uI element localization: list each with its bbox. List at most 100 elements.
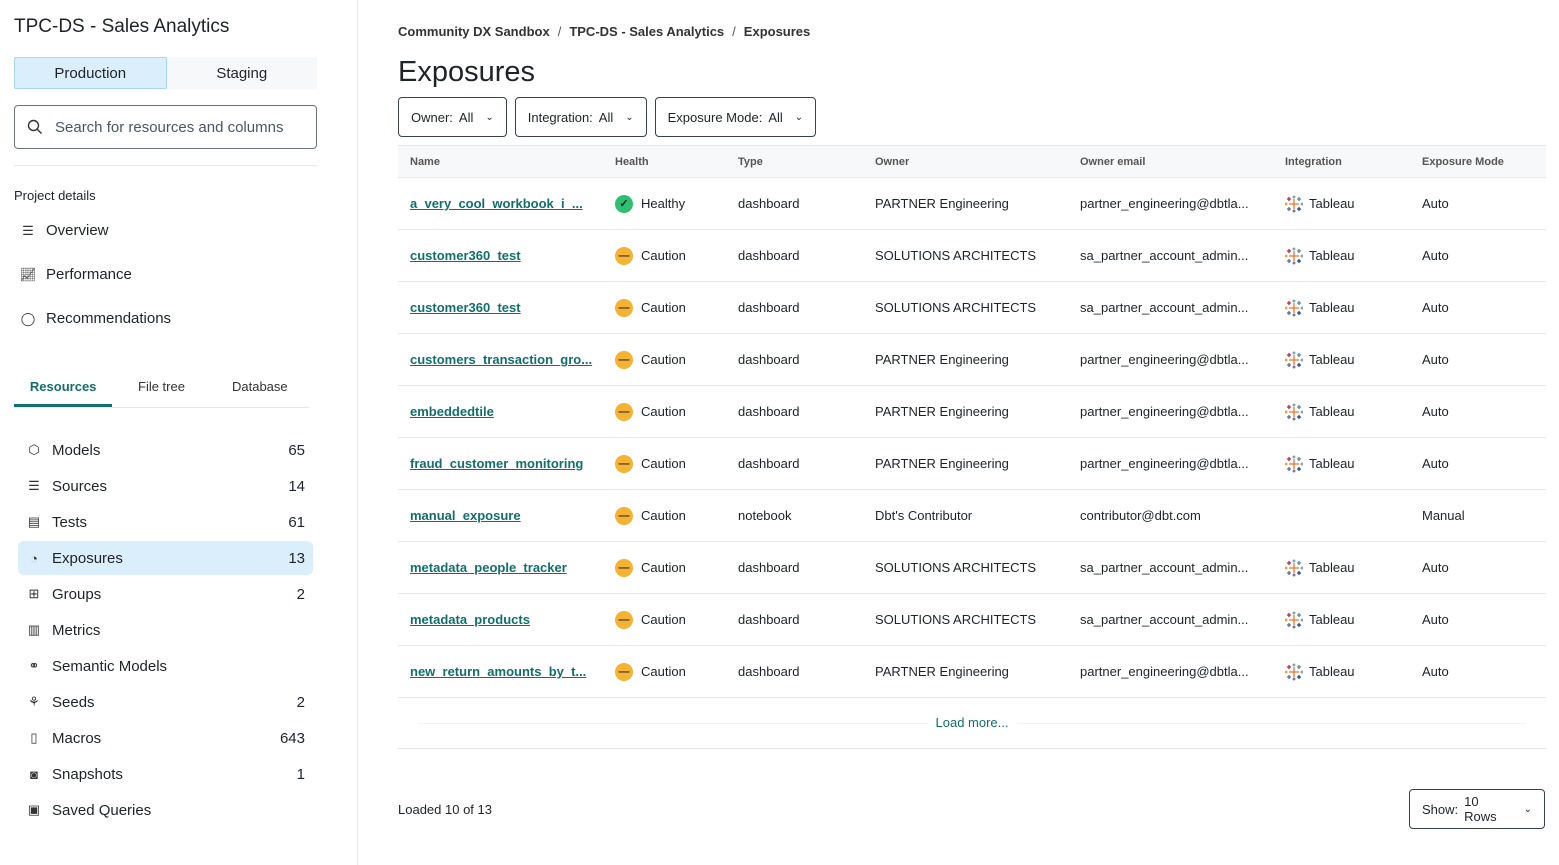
breadcrumb-item[interactable]: Community DX Sandbox [398,24,550,39]
health-status: Caution [641,664,686,679]
column-header[interactable]: Health [603,145,726,178]
resource-count: 14 [288,477,305,495]
owner-cell: PARTNER Engineering [863,333,1068,386]
chevron-down-icon: ⌄ [794,111,804,123]
type-cell: dashboard [726,593,863,646]
resource-item-exposures[interactable]: ◔ Exposures 13 [18,541,313,575]
resource-item-macros[interactable]: ▯ Macros 643 [18,721,313,755]
column-header[interactable]: Name [398,145,603,178]
health-cell: — Caution [603,229,726,282]
table-row[interactable]: new_return_amounts_by_t... — Caution dash… [398,645,1546,698]
health-status: Caution [641,300,686,315]
table-row[interactable]: customer360_test — Caution dashboard SOLU… [398,229,1546,282]
integration-name: Tableau [1309,404,1355,419]
nav-recommendations[interactable]: ◯ Recommendations [20,310,171,327]
owner-email-cell: sa_partner_account_admin... [1068,593,1273,646]
integration-name: Tableau [1309,456,1355,471]
load-more-row: Load more... [398,697,1546,749]
exposure-link[interactable]: embeddedtile [410,404,494,419]
exposure-mode-cell: Manual [1410,489,1546,542]
health-cell: — Caution [603,385,726,438]
tableau-icon [1285,455,1303,472]
integration-filter[interactable]: Integration: All ⌄ [514,97,647,137]
owner-cell: Dbt's Contributor [863,489,1068,542]
breadcrumb-item[interactable]: TPC-DS - Sales Analytics [569,24,725,39]
resource-item-tests[interactable]: ▤ Tests 61 [18,505,313,539]
tableau-icon [1285,403,1303,420]
table-row[interactable]: fraud_customer_monitoring — Caution dashb… [398,437,1546,490]
gauge-icon: ◔ [30,550,38,566]
column-header[interactable]: Type [726,145,863,178]
table-row[interactable]: embeddedtile — Caution dashboard PARTNER … [398,385,1546,438]
env-staging-button[interactable]: Staging [216,64,268,82]
resource-item-models[interactable]: ⬡ Models 65 [18,433,313,467]
type-cell: dashboard [726,645,863,698]
load-more-button[interactable]: Load more... [927,715,1017,730]
tab-file-tree[interactable]: File tree [138,379,185,394]
type-cell: dashboard [726,333,863,386]
column-header[interactable]: Owner [863,145,1068,178]
exposure-mode-filter[interactable]: Exposure Mode: All ⌄ [654,97,817,137]
caution-badge-icon: — [615,662,633,681]
health-cell: — Caution [603,645,726,698]
name-cell: embeddedtile [398,385,603,438]
table-row[interactable]: metadata_people_tracker — Caution dashboa… [398,541,1546,594]
resource-item-saved-queries[interactable]: ▣ Saved Queries [18,793,313,827]
rows-per-page-select[interactable]: Show: 10 Rows ⌄ [1409,789,1545,829]
nav-performance[interactable]: 📈︎ Performance [20,266,132,283]
exposure-link[interactable]: fraud_customer_monitoring [410,456,584,471]
resource-item-seeds[interactable]: ⚘ Seeds 2 [18,685,313,719]
table-row[interactable]: customers_transaction_gro... — Caution da… [398,333,1546,386]
nav-label: Recommendations [46,310,172,327]
chevron-down-icon: ⌄ [625,111,634,123]
integration-cell: Tableau [1273,281,1410,334]
exposure-link[interactable]: customer360_test [410,248,521,263]
resource-item-groups[interactable]: ⊞ Groups 2 [18,577,313,611]
search-input[interactable] [55,118,295,136]
resource-label: Snapshots [52,765,123,783]
tab-database[interactable]: Database [231,379,288,394]
name-cell: new_return_amounts_by_t... [398,645,603,698]
type-cell: dashboard [726,541,863,594]
loaded-count: Loaded 10 of 13 [398,802,492,817]
exposure-link[interactable]: customer360_test [410,300,521,315]
resource-count: 643 [279,729,305,747]
exposure-link[interactable]: metadata_products [410,612,530,627]
resource-count: 65 [288,441,305,459]
nav-overview[interactable]: ☰ Overview [20,222,108,239]
table-row[interactable]: a_very_cool_workbook_i_... ✓ Healthy dash… [398,177,1546,230]
owner-filter[interactable]: Owner: All ⌄ [398,97,507,137]
owner-email-cell: partner_engineering@dbtla... [1068,177,1273,230]
column-header[interactable]: Owner email [1068,145,1273,178]
integration-cell: Tableau [1273,541,1410,594]
resource-label: Macros [52,729,102,747]
column-header[interactable]: Exposure Mode [1410,145,1546,178]
exposure-mode-cell: Auto [1410,281,1546,334]
integration-name: Tableau [1309,248,1355,263]
env-production-button[interactable]: Production [14,57,167,89]
exposure-link[interactable]: a_very_cool_workbook_i_... [410,196,583,211]
column-header[interactable]: Integration [1273,145,1410,178]
exposure-link[interactable]: customers_transaction_gro... [410,352,593,367]
network-icon: ⚭ [28,658,40,673]
health-cell: — Caution [603,593,726,646]
resource-item-sources[interactable]: ☰ Sources 14 [18,469,313,503]
integration-name: Tableau [1309,300,1355,315]
resource-item-semantic-models[interactable]: ⚭ Semantic Models [18,649,313,683]
file-icon: ▯ [30,730,38,745]
exposure-link[interactable]: new_return_amounts_by_t... [410,664,587,679]
table-row[interactable]: metadata_products — Caution dashboard SOL… [398,593,1546,646]
resource-item-metrics[interactable]: ▥ Metrics [18,613,313,647]
table-row[interactable]: manual_exposure — Caution notebook Dbt's … [398,489,1546,542]
integration-name: Tableau [1309,612,1355,627]
owner-email-cell: partner_engineering@dbtla... [1068,437,1273,490]
show-value: 10 Rows [1464,794,1497,824]
tab-resources[interactable]: Resources [14,372,113,407]
table-row[interactable]: customer360_test — Caution dashboard SOLU… [398,281,1546,334]
exposures-table: Name Health Type Owner Owner email Integratio… [398,145,1546,698]
name-cell: customer360_test [398,281,603,334]
exposure-link[interactable]: manual_exposure [410,508,521,523]
exposure-link[interactable]: metadata_people_tracker [410,560,567,575]
resource-item-snapshots[interactable]: ◙ Snapshots 1 [18,757,313,791]
resource-label: Semantic Models [52,657,168,675]
